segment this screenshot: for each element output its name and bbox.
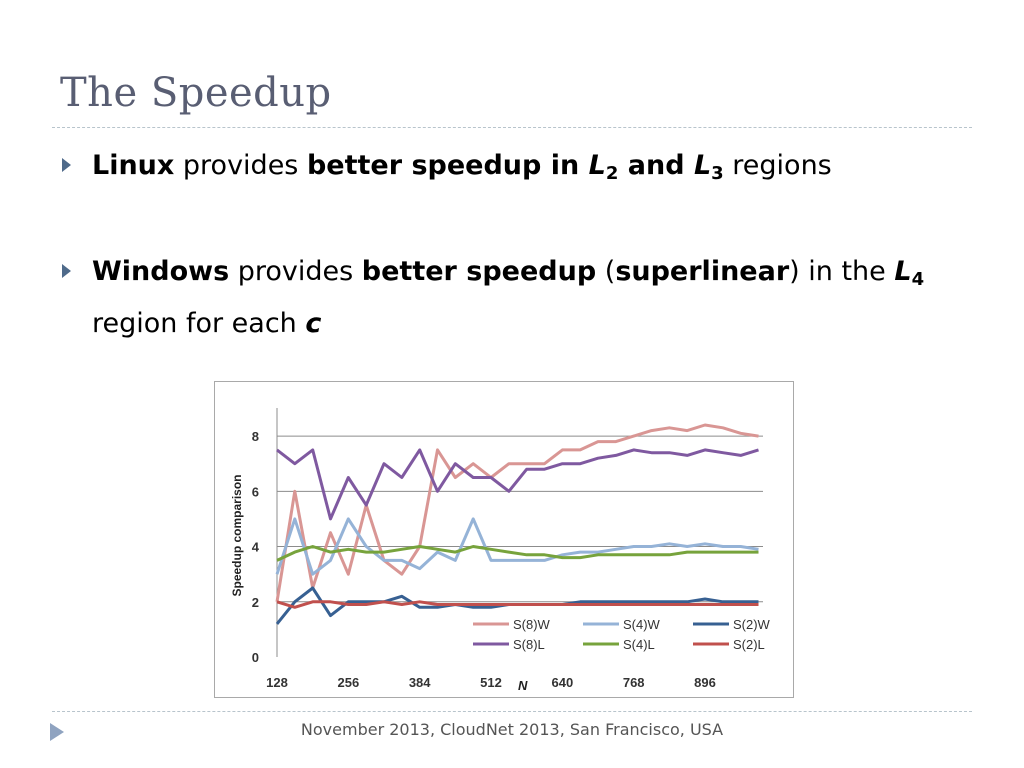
legend-label: S(2)L bbox=[733, 637, 765, 652]
bullet-2-region-text: region for each bbox=[92, 308, 306, 339]
bullet-2-superlinear: superlinear bbox=[615, 256, 790, 287]
bullet-1-l: L bbox=[588, 150, 606, 181]
series-line-S(2)L bbox=[276, 600, 759, 609]
bullet-1: Linux provides better speedup in L2 and … bbox=[92, 144, 832, 196]
x-tick-label: 768 bbox=[623, 675, 645, 690]
bullet-arrow-icon bbox=[62, 264, 71, 278]
bullet-arrow-icon bbox=[62, 158, 71, 172]
x-axis-title: N bbox=[518, 678, 528, 693]
series-line-S(4)W bbox=[275, 517, 759, 576]
bullet-2-sub-4: 4 bbox=[911, 269, 925, 290]
x-tick-label: 640 bbox=[552, 675, 574, 690]
legend-label: S(8)L bbox=[513, 637, 545, 652]
bullet-2-l: L bbox=[894, 256, 912, 287]
bullet-2-paren: ( bbox=[596, 256, 616, 287]
bullet-1-sub-2: 2 bbox=[605, 163, 619, 184]
next-slide-arrow-icon[interactable] bbox=[50, 723, 64, 741]
series-line-S(4)L bbox=[276, 545, 759, 562]
bullet-1-sub-3: 3 bbox=[711, 163, 724, 184]
bullet-2: Windows provides better speedup (superli… bbox=[92, 250, 952, 346]
title-divider bbox=[52, 127, 972, 128]
bullet-1-text: provides bbox=[174, 150, 307, 181]
series-line-S(8)L bbox=[276, 448, 759, 521]
y-tick-label: 2 bbox=[252, 595, 259, 610]
bullet-1-regions: regions bbox=[723, 150, 832, 181]
bullet-2-c: c bbox=[305, 308, 322, 339]
y-axis-title: Speedup comparison bbox=[230, 474, 244, 596]
legend-label: S(2)W bbox=[733, 617, 771, 632]
y-tick-label: 4 bbox=[252, 540, 260, 555]
slide-footer: November 2013, CloudNet 2013, San Franci… bbox=[300, 720, 724, 739]
y-tick-label: 0 bbox=[252, 650, 259, 665]
y-tick-label: 8 bbox=[252, 429, 259, 444]
slide-title: The Speedup bbox=[60, 70, 332, 116]
bullet-2-emph: better speedup bbox=[361, 256, 597, 287]
legend-label: S(8)W bbox=[513, 617, 551, 632]
bullet-1-and: and bbox=[618, 150, 694, 181]
legend-label: S(4)L bbox=[623, 637, 655, 652]
speedup-chart-svg: 0 2 4 6 8 128 256 384 512 640 768 896 N Speedup compa… bbox=[230, 408, 771, 693]
x-tick-label: 256 bbox=[337, 675, 359, 690]
bullet-2-windows: Windows bbox=[92, 256, 230, 287]
bullet-1-emph: better speedup in bbox=[306, 150, 589, 181]
bullet-2-in-the: ) in the bbox=[789, 256, 895, 287]
bullet-2-text: provides bbox=[229, 256, 362, 287]
bullet-1-l3: L bbox=[693, 150, 712, 181]
x-tick-label: 128 bbox=[266, 675, 288, 690]
x-tick-label: 512 bbox=[480, 675, 502, 690]
footer-divider bbox=[52, 711, 972, 712]
series-line-S(8)W bbox=[275, 423, 759, 603]
y-tick-label: 6 bbox=[252, 484, 259, 499]
legend-label: S(4)W bbox=[623, 617, 661, 632]
x-tick-label: 384 bbox=[409, 675, 431, 690]
x-tick-label: 896 bbox=[694, 675, 716, 690]
speedup-chart: 0 2 4 6 8 128 256 384 512 640 768 896 N Speedup compa… bbox=[214, 381, 794, 698]
bullet-1-linux: Linux bbox=[92, 150, 175, 181]
